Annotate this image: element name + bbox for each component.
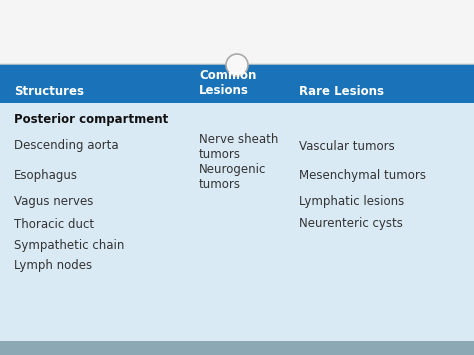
Text: Esophagus: Esophagus [14, 169, 78, 182]
Bar [0, 0, 474, 65]
Text: Mesenchymal tumors: Mesenchymal tumors [299, 169, 426, 182]
Text: Lymphatic lesions: Lymphatic lesions [299, 196, 404, 208]
Bar [0, 65, 474, 103]
Text: Neurenteric cysts: Neurenteric cysts [299, 218, 402, 230]
Text: Neurogenic
tumors: Neurogenic tumors [199, 163, 266, 191]
Text: Rare Lesions: Rare Lesions [299, 85, 383, 98]
Text: Nerve sheath
tumors: Nerve sheath tumors [199, 133, 278, 161]
Text: Vagus nerves: Vagus nerves [14, 196, 93, 208]
Text: Vascular tumors: Vascular tumors [299, 140, 394, 153]
Bar [0, 65, 474, 341]
Text: Posterior compartment: Posterior compartment [14, 114, 168, 126]
Text: Structures: Structures [14, 85, 84, 98]
Circle shape [226, 54, 248, 76]
Text: Common
Lesions: Common Lesions [199, 69, 256, 97]
Text: Lymph nodes: Lymph nodes [14, 258, 92, 272]
Text: Sympathetic chain: Sympathetic chain [14, 239, 125, 251]
Text: Descending aorta: Descending aorta [14, 140, 119, 153]
Bar [0, 341, 474, 355]
Text: Thoracic duct: Thoracic duct [14, 218, 94, 230]
